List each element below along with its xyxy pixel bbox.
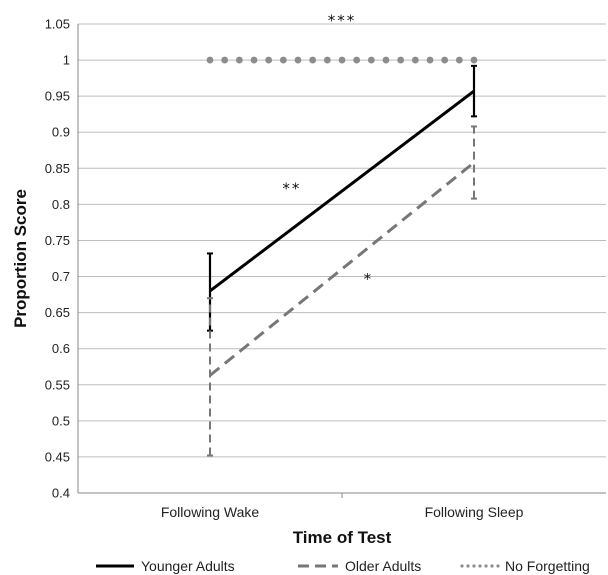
y-tick-label: 0.45 xyxy=(45,449,70,464)
no-forgetting-point xyxy=(367,56,375,64)
no-forgetting-point xyxy=(411,56,419,64)
significance-marker: ** xyxy=(282,180,301,198)
data-series xyxy=(206,56,478,457)
legend-swatch-no-forgetting xyxy=(466,564,470,568)
no-forgetting-point xyxy=(426,56,434,64)
significance-annotations: ****** xyxy=(282,11,374,288)
x-tick-labels: Following Wake Following Sleep xyxy=(161,504,524,520)
no-forgetting-point xyxy=(470,56,478,64)
no-forgetting-point xyxy=(265,56,273,64)
legend-swatch-no-forgetting xyxy=(472,564,476,568)
y-tick-label: 0.9 xyxy=(52,125,70,140)
no-forgetting-point xyxy=(323,56,331,64)
no-forgetting-point xyxy=(338,56,346,64)
significance-marker: * xyxy=(364,270,374,288)
no-forgetting-point xyxy=(294,56,302,64)
legend-label-older-adults: Older Adults xyxy=(345,558,421,574)
x-tick-label: Following Wake xyxy=(161,504,260,520)
significance-marker: *** xyxy=(328,11,357,29)
y-tick-label: 1.05 xyxy=(45,17,70,32)
no-forgetting-point xyxy=(235,56,243,64)
gridlines xyxy=(78,23,606,458)
y-tick-label: 0.55 xyxy=(45,377,70,392)
legend-swatch-no-forgetting xyxy=(460,564,464,568)
older-adults-line xyxy=(209,161,475,377)
no-forgetting-point xyxy=(309,56,317,64)
y-tick-labels: 0.4 0.45 0.5 0.55 0.6 0.65 0.7 0.75 0.8 0.85 0.9 0.… xyxy=(45,17,70,501)
y-tick-label: 0.4 xyxy=(52,486,70,501)
legend-swatch-no-forgetting xyxy=(490,564,494,568)
no-forgetting-point xyxy=(455,56,463,64)
axes xyxy=(77,24,606,498)
no-forgetting-point xyxy=(382,56,390,64)
legend-label-younger-adults: Younger Adults xyxy=(141,558,235,574)
legend: Younger Adults Older Adults No Forgetting xyxy=(96,558,590,574)
no-forgetting-point xyxy=(250,56,258,64)
y-tick-label: 0.75 xyxy=(45,233,70,248)
no-forgetting-point xyxy=(353,56,361,64)
legend-label-no-forgetting: No Forgetting xyxy=(505,558,590,574)
y-tick-label: 0.8 xyxy=(52,197,70,212)
x-tick-label: Following Sleep xyxy=(425,504,524,520)
no-forgetting-point xyxy=(441,56,449,64)
younger-adults-line xyxy=(209,89,475,293)
no-forgetting-point xyxy=(279,56,287,64)
y-tick-label: 0.6 xyxy=(52,341,70,356)
no-forgetting-point xyxy=(221,56,229,64)
legend-swatch-no-forgetting xyxy=(484,564,488,568)
y-tick-label: 0.85 xyxy=(45,161,70,176)
y-axis-title: Proportion Score xyxy=(11,189,30,328)
no-forgetting-point xyxy=(397,56,405,64)
no-forgetting-point xyxy=(206,56,214,64)
y-tick-label: 0.65 xyxy=(45,305,70,320)
y-tick-label: 0.7 xyxy=(52,269,70,284)
x-axis-title: Time of Test xyxy=(293,528,392,547)
y-tick-label: 0.5 xyxy=(52,413,70,428)
y-tick-label: 1 xyxy=(63,53,70,68)
legend-swatch-no-forgetting xyxy=(496,564,500,568)
y-tick-label: 0.95 xyxy=(45,89,70,104)
legend-swatch-no-forgetting xyxy=(478,564,482,568)
